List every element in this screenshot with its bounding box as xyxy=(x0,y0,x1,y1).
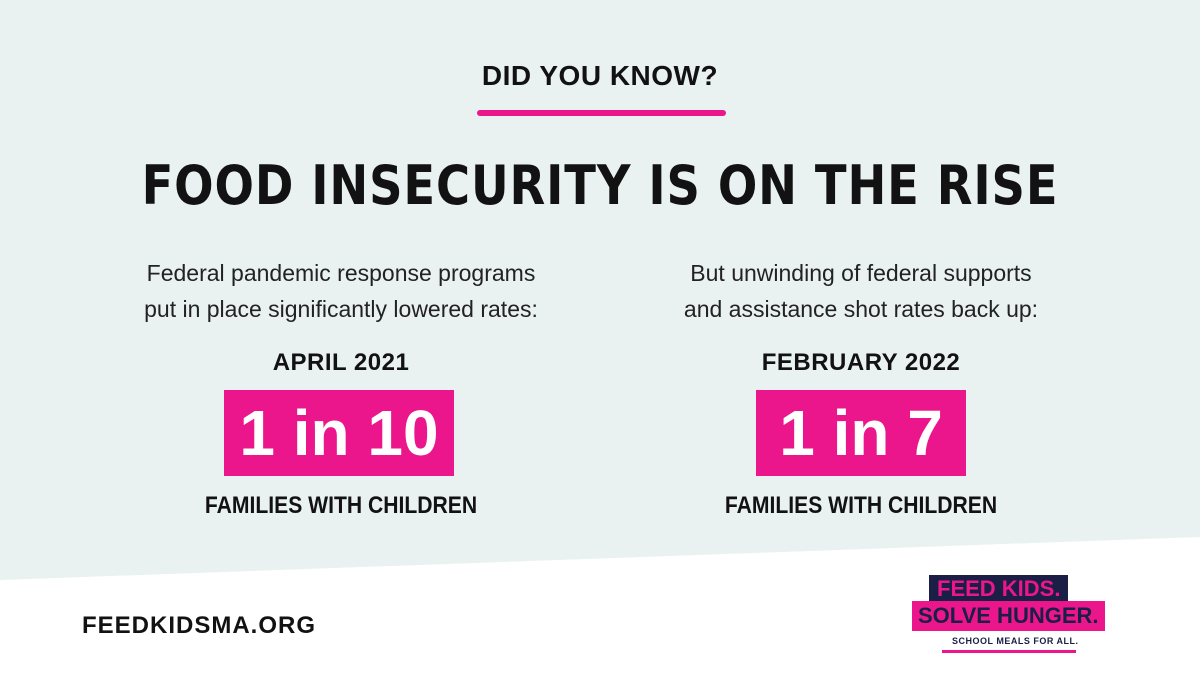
right-description: But unwinding of federal supports and as… xyxy=(631,255,1091,327)
left-description: Federal pandemic response programs put i… xyxy=(111,255,571,327)
right-description-line-2: and assistance shot rates back up: xyxy=(683,296,1039,322)
right-stat-badge: 1 in 7 xyxy=(756,390,966,476)
left-description-line-1: Federal pandemic response programs xyxy=(146,260,536,286)
right-column: But unwinding of federal supports and as… xyxy=(631,255,1091,520)
right-description-line-1: But unwinding of federal supports xyxy=(690,260,1032,286)
left-unit-label: FAMILIES WITH CHILDREN xyxy=(204,492,478,519)
kicker-text: DID YOU KNOW? xyxy=(481,60,719,91)
logo-tagline: SCHOOL MEALS FOR ALL. xyxy=(952,636,1079,646)
logo-underline xyxy=(942,650,1076,653)
left-period: APRIL 2021 xyxy=(272,349,410,376)
website-link[interactable]: FEEDKIDSMA.ORG xyxy=(82,612,317,639)
right-stat-wrapper: 1 in 7 xyxy=(631,390,1091,476)
headline: FOOD INSECURITY IS ON THE RISE xyxy=(141,154,1059,217)
right-unit-label: FAMILIES WITH CHILDREN xyxy=(724,492,998,519)
brand-logo: FEED KIDS. SOLVE HUNGER. SCHOOL MEALS FO… xyxy=(904,573,1114,655)
right-period: FEBRUARY 2022 xyxy=(761,349,961,376)
left-stat-badge: 1 in 10 xyxy=(224,390,454,476)
logo-line-1: FEED KIDS. xyxy=(929,575,1069,603)
kicker-underline xyxy=(477,110,726,116)
left-column: Federal pandemic response programs put i… xyxy=(111,255,571,520)
logo-line-2: SOLVE HUNGER. xyxy=(912,601,1105,631)
left-description-line-2: put in place significantly lowered rates… xyxy=(144,296,538,322)
left-stat-wrapper: 1 in 10 xyxy=(111,390,571,476)
